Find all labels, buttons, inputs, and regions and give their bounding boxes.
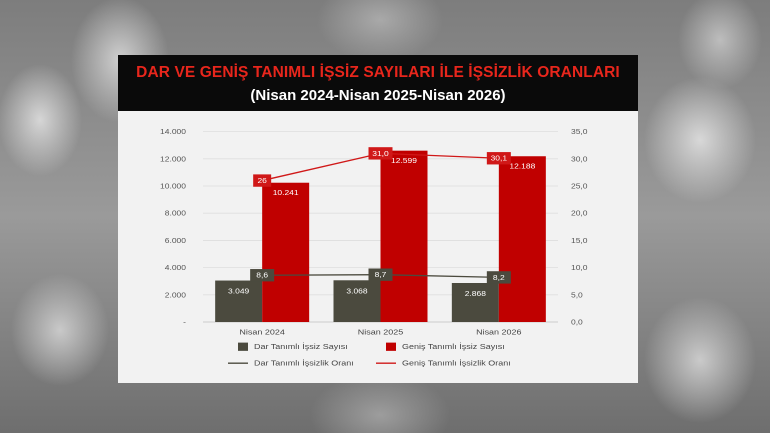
bar-data-label: 3.049 <box>228 287 249 295</box>
rate-data-label: 26 <box>257 177 266 185</box>
y-left-tick-label: - <box>183 318 186 326</box>
bar-data-label: 2.868 <box>465 290 486 298</box>
rate-data-label: 31,0 <box>372 150 389 158</box>
chart-area: - 2.000 4.000 6.000 8.000 10.000 12.000 14.000 0… <box>118 111 638 383</box>
y-left-tick-label: 14.000 <box>160 128 187 136</box>
bar-data-label: 12.188 <box>509 162 535 170</box>
bar <box>215 280 263 323</box>
chart-title: DAR VE GENİŞ TANIMLI İŞSİZ SAYILARI İLE … <box>136 64 620 81</box>
y-right-tick-label: 25,0 <box>571 182 588 190</box>
rate-data-label: 8,6 <box>256 271 268 279</box>
y-left-tick-label: 12.000 <box>160 155 187 163</box>
legend-entry: Geniş Tanımlı İşsiz Sayısı <box>402 342 505 351</box>
bar-data-label: 3.068 <box>346 287 367 295</box>
bar <box>262 182 310 323</box>
y-right-tick-label: 15,0 <box>571 237 588 245</box>
legend-entry: Dar Tanımlı İşsizlik Oranı <box>254 358 354 367</box>
x-category-label: Nisan 2026 <box>476 328 522 336</box>
bar-data-label: 10.241 <box>273 189 299 197</box>
combo-chart: - 2.000 4.000 6.000 8.000 10.000 12.000 14.000 0… <box>160 128 588 368</box>
legend-entry: Geniş Tanımlı İşsizlik Oranı <box>402 358 511 367</box>
rate-label-box <box>368 147 393 160</box>
legend-swatch <box>238 342 248 351</box>
rate-label-box <box>486 152 511 165</box>
legend-swatch <box>386 342 396 351</box>
y-left-tick-label: 2.000 <box>165 291 187 299</box>
chart-subtitle: (Nisan 2024-Nisan 2025-Nisan 2026) <box>250 87 506 104</box>
y-right-tick-label: 30,0 <box>571 155 588 163</box>
y-right-tick-label: 35,0 <box>571 128 588 136</box>
bar <box>380 150 428 323</box>
x-category-label: Nisan 2025 <box>358 328 404 336</box>
legend-entry: Dar Tanımlı İşsiz Sayısı <box>254 342 348 351</box>
y-left-tick-label: 10.000 <box>160 182 187 190</box>
rate-data-label: 8,2 <box>493 274 505 282</box>
rate-label-box <box>486 271 511 284</box>
title-banner: DAR VE GENİŞ TANIMLI İŞSİZ SAYILARI İLE … <box>118 55 638 111</box>
rate-data-label: 8,7 <box>375 271 387 279</box>
y-right-tick-label: 10,0 <box>571 264 588 272</box>
bar <box>451 283 499 323</box>
rate-label-box <box>253 174 272 187</box>
y-left-tick-label: 8.000 <box>165 209 187 217</box>
x-category-label: Nisan 2024 <box>239 328 285 336</box>
rate-data-label: 30,1 <box>491 154 508 162</box>
chart-panel: DAR VE GENİŞ TANIMLI İŞSİZ SAYILARI İLE … <box>118 55 638 383</box>
y-right-tick-label: 5,0 <box>571 291 584 299</box>
bar <box>498 156 546 323</box>
y-left-tick-label: 6.000 <box>165 237 187 245</box>
rate-label-box <box>368 268 393 281</box>
y-left-tick-label: 4.000 <box>165 264 187 272</box>
bar-data-label: 12.599 <box>391 157 417 165</box>
bar <box>333 280 381 323</box>
y-right-tick-label: 20,0 <box>571 209 588 217</box>
y-right-tick-label: 0,0 <box>571 318 584 326</box>
rate-label-box <box>250 269 275 282</box>
